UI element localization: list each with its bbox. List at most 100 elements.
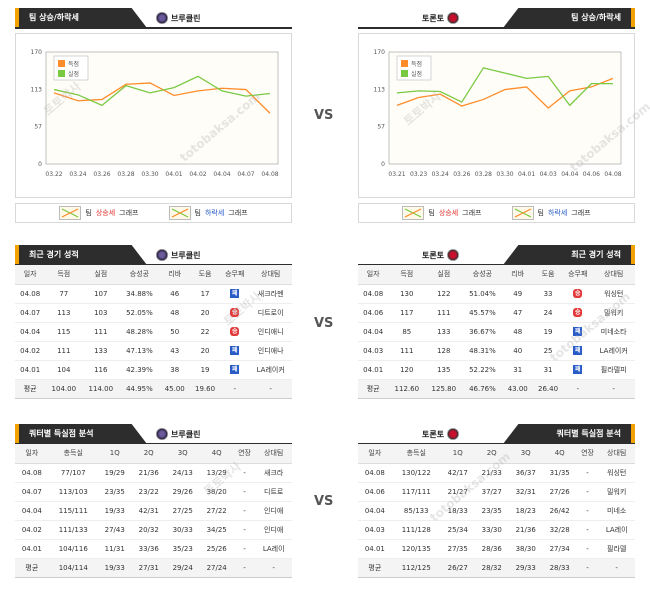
cell-avg-pts: 112.60: [388, 379, 426, 399]
cell-opponent: 워싱턴: [592, 284, 635, 304]
cell-date: 04.07: [15, 303, 46, 323]
cell-pts: 111: [45, 341, 83, 361]
legend-fall-prefix: 팀: [194, 209, 201, 217]
cell-opponent: 인디애니: [249, 322, 292, 342]
column-header: 상대팀: [592, 265, 635, 285]
cell-avg-label: 평균: [358, 379, 389, 399]
left-quarter-section: 쿼터별 득실점 분석 브루클린 일자 총득실 1Q 2Q 3Q 4Q 연장 상대팀 04.08 7…: [15, 424, 292, 584]
cell-avg-team: -: [592, 379, 635, 399]
column-header: 승무패: [563, 265, 593, 285]
series-line-allowed: [53, 75, 271, 107]
column-header: 승성공: [462, 265, 503, 285]
cell-tot: 113/103: [48, 482, 98, 502]
cell-opp: 133: [425, 322, 463, 342]
cell-opponent: 필라델피: [592, 360, 635, 380]
cell-q2: 28/36: [474, 539, 509, 559]
cell-result: 패: [220, 341, 250, 361]
cell-date: 04.01: [15, 539, 49, 559]
column-header: 2Q: [474, 444, 509, 464]
cell-date: 04.08: [358, 463, 392, 483]
section-accent: [631, 245, 635, 265]
section-accent: [15, 8, 19, 28]
series-line-score: [396, 77, 614, 109]
vs-label-trend: VS: [314, 108, 334, 123]
cell-tot: 115/111: [48, 501, 98, 521]
cell-avg-label: 평균: [358, 558, 392, 578]
cell-tot: 104/116: [48, 539, 98, 559]
left-trend-legend: 팀 상승세 그래프 팀 하락세 그래프: [15, 203, 292, 223]
column-header: 득점: [388, 265, 426, 285]
cell-opponent: LA레이커: [592, 341, 635, 361]
legend-fall-suffix: 그래프: [228, 209, 248, 217]
x-tick-label: 03.26: [93, 171, 110, 178]
rise-graph-icon: [402, 206, 425, 220]
table-row: 04.04 85 133 36.67% 48 19 패 미네소타: [358, 322, 635, 342]
cell-opponent: 밀워키: [592, 303, 635, 323]
right-recent-title: 최근 경기 성적: [503, 245, 631, 265]
cell-ast: 33: [532, 284, 564, 304]
left-team-name: 브루클린: [171, 13, 201, 23]
column-header: 일자: [358, 265, 389, 285]
average-row: 평균 104.00 114.00 44.95% 45.00 19.60- -: [15, 379, 292, 399]
y-tick-label: 0: [381, 161, 385, 168]
section-accent: [15, 245, 19, 265]
cell-date: 04.02: [15, 520, 49, 540]
cell-reb: 48: [502, 322, 533, 342]
table-row: 04.08 130 122 51.04% 49 33 승 워싱턴: [358, 284, 635, 304]
legend-rise-prefix: 팀: [85, 209, 92, 217]
column-header: 총득실: [391, 444, 441, 464]
cell-reb: 47: [502, 303, 533, 323]
average-row: 평균 104/114 19/33 27/31 29/24 27/24- -: [15, 558, 292, 578]
cell-pct: 42.39%: [119, 360, 160, 380]
table-row: 04.08 130/122 42/17 21/33 36/37 31/35- 워싱턴: [358, 463, 635, 483]
y-tick-label: 57: [377, 124, 385, 131]
legend-rise-suffix: 그래프: [119, 209, 139, 217]
win-badge: 승: [573, 308, 583, 317]
legend-fall-suffix: 그래프: [571, 209, 591, 217]
legend-swatch: [58, 60, 65, 67]
cell-avg-pct: 44.95%: [119, 379, 160, 399]
cell-pct: 36.67%: [462, 322, 503, 342]
legend-fall-word: 하락세: [204, 209, 225, 217]
cell-avg-pct: 46.76%: [462, 379, 503, 399]
cell-opp: 133: [82, 341, 120, 361]
vs-label-recent: VS: [314, 316, 334, 331]
legend-fall: 팀 하락세 그래프: [511, 206, 591, 220]
cell-q1: 11/31: [97, 539, 132, 559]
cell-avg-q3: 29/24: [165, 558, 200, 578]
legend-rise-suffix: 그래프: [462, 209, 482, 217]
column-header: 1Q: [97, 444, 132, 464]
cell-q2: 21/36: [131, 463, 166, 483]
x-tick-label: 04.04: [213, 171, 230, 178]
cell-q4: 34/25: [199, 520, 234, 540]
x-tick-label: 03.30: [141, 171, 158, 178]
cell-q3: 24/13: [165, 463, 200, 483]
raptors-logo-icon: [447, 249, 460, 261]
cell-opp: 107: [82, 284, 120, 304]
cell-pct: 52.22%: [462, 360, 503, 380]
cell-pts: 85: [388, 322, 426, 342]
series-line-allowed: [396, 67, 613, 107]
column-header: 실점: [425, 265, 463, 285]
cell-q1: 25/34: [440, 520, 475, 540]
cell-pct: 45.57%: [462, 303, 503, 323]
cell-avg-reb: 45.00: [159, 379, 190, 399]
cell-pts: 117: [388, 303, 426, 323]
table-row: 04.01 120 135 52.22% 31 31 패 필라델피: [358, 360, 635, 380]
table-row: 04.04 115/111 19/33 42/31 27/25 27/22- 인디애: [15, 501, 292, 521]
win-badge: 승: [230, 327, 240, 336]
cell-ast: 17: [189, 284, 221, 304]
cell-q1: 42/17: [440, 463, 475, 483]
left-quarter-title: 쿼터별 득실점 분석: [19, 424, 147, 444]
rise-graph-icon: [59, 206, 82, 220]
cell-pct: 52.05%: [119, 303, 160, 323]
nets-logo-icon: [156, 428, 168, 440]
right-team-name: 토론토: [422, 250, 445, 260]
x-tick-label: 03.23: [410, 171, 427, 178]
cell-reb: 46: [159, 284, 190, 304]
right-quarter-section: 쿼터별 득실점 분석 토론토 일자 총득실 1Q 2Q 3Q 4Q 연장 상대팀 04.08 13…: [358, 424, 635, 584]
cell-q2: 20/32: [131, 520, 166, 540]
table-header-row: 일자 총득실 1Q 2Q 3Q 4Q 연장 상대팀: [358, 444, 635, 464]
x-tick-label: 04.08: [604, 171, 621, 178]
cell-ot: -: [233, 501, 256, 521]
